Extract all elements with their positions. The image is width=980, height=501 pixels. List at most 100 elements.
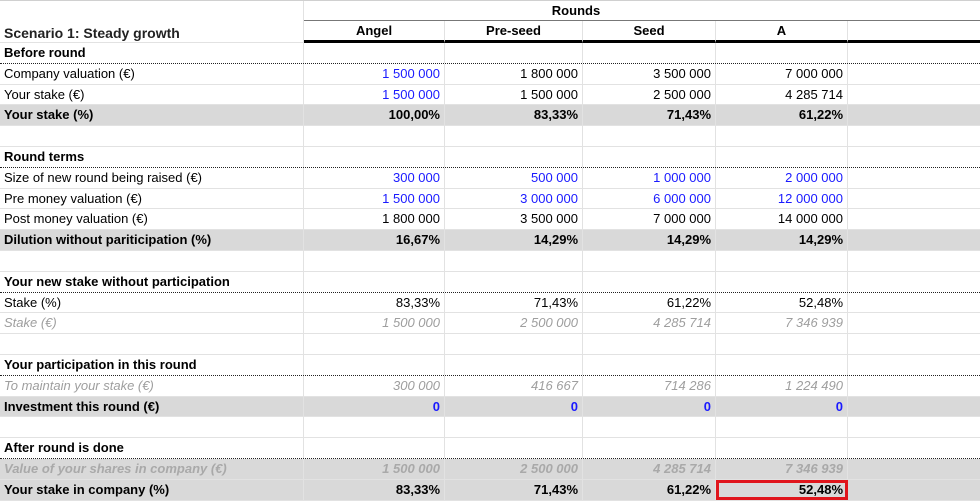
- scenario-title[interactable]: Scenario 1: Steady growth: [0, 21, 304, 43]
- cell-a[interactable]: 7 346 939: [716, 313, 848, 334]
- cell-empty[interactable]: [848, 64, 980, 84]
- cell-seed[interactable]: 1 000 000: [583, 167, 716, 188]
- cell-empty[interactable]: [445, 438, 583, 458]
- row-label[interactable]: Company valuation (€): [0, 63, 304, 84]
- cell-empty[interactable]: [0, 417, 304, 438]
- cell-pre-seed[interactable]: 0: [445, 396, 583, 417]
- cell-empty[interactable]: [304, 126, 445, 146]
- cell-angel[interactable]: 1 500 000: [304, 313, 445, 334]
- cell-seed[interactable]: 2 500 000: [583, 84, 716, 105]
- cell-empty[interactable]: [304, 354, 445, 375]
- row-label[interactable]: Stake (%): [0, 292, 304, 313]
- cell-empty[interactable]: [716, 43, 848, 63]
- cell-empty[interactable]: [0, 334, 304, 354]
- cell-a[interactable]: 14 000 000: [716, 209, 848, 230]
- row-label[interactable]: Your stake in company (%): [0, 479, 304, 500]
- cell-empty[interactable]: [848, 43, 980, 63]
- cell-empty[interactable]: [848, 105, 980, 125]
- cell-empty[interactable]: [304, 250, 445, 271]
- row-label[interactable]: Size of new round being raised (€): [0, 167, 304, 188]
- cell-empty[interactable]: [583, 43, 716, 63]
- cell-angel[interactable]: 300 000: [304, 167, 445, 188]
- row-label[interactable]: Your stake (€): [0, 84, 304, 105]
- cell-seed[interactable]: 714 286: [583, 375, 716, 396]
- cell-angel[interactable]: 300 000: [304, 375, 445, 396]
- cell-empty[interactable]: [848, 126, 980, 146]
- section-label[interactable]: Before round: [0, 43, 304, 63]
- cell-pre-seed[interactable]: 14,29%: [445, 230, 583, 250]
- cell-empty[interactable]: [848, 334, 980, 354]
- cell-empty[interactable]: [848, 438, 980, 458]
- cell-empty[interactable]: [583, 354, 716, 375]
- cell-empty[interactable]: [848, 313, 980, 333]
- cell-empty[interactable]: [848, 417, 980, 437]
- cell-empty[interactable]: [848, 1, 980, 21]
- cell-empty[interactable]: [848, 459, 980, 479]
- row-label[interactable]: Your stake (%): [0, 105, 304, 126]
- cell-empty[interactable]: [848, 480, 980, 500]
- cell-a[interactable]: 14,29%: [716, 230, 848, 250]
- cell-empty[interactable]: [716, 126, 848, 146]
- cell-empty[interactable]: [304, 334, 445, 354]
- cell-empty[interactable]: [445, 250, 583, 271]
- row-label[interactable]: Value of your shares in company (€): [0, 458, 304, 479]
- column-header-pre-seed[interactable]: Pre-seed: [445, 21, 583, 43]
- cell-empty[interactable]: [583, 417, 716, 438]
- cell-a[interactable]: 2 000 000: [716, 167, 848, 188]
- cell-empty[interactable]: [304, 417, 445, 438]
- cell-empty[interactable]: [716, 250, 848, 271]
- cell-empty[interactable]: [583, 126, 716, 146]
- cell-angel[interactable]: 0: [304, 396, 445, 417]
- cell-pre-seed[interactable]: 3 500 000: [445, 209, 583, 230]
- cell-empty[interactable]: [848, 189, 980, 209]
- cell-a[interactable]: 12 000 000: [716, 188, 848, 209]
- cell-seed[interactable]: 0: [583, 396, 716, 417]
- cell-empty[interactable]: [848, 251, 980, 271]
- cell-empty[interactable]: [848, 147, 980, 167]
- cell-a[interactable]: 1 224 490: [716, 375, 848, 396]
- section-label[interactable]: After round is done: [0, 438, 304, 458]
- column-header-seed[interactable]: Seed: [583, 21, 716, 43]
- column-header-angel[interactable]: Angel: [304, 21, 445, 43]
- cell-pre-seed[interactable]: 71,43%: [445, 479, 583, 500]
- cell-seed[interactable]: 61,22%: [583, 479, 716, 500]
- cell-pre-seed[interactable]: 1 500 000: [445, 84, 583, 105]
- cell-empty[interactable]: [716, 271, 848, 292]
- cell-angel[interactable]: 83,33%: [304, 292, 445, 313]
- row-label[interactable]: Dilution without pariticipation (%): [0, 230, 304, 250]
- rounds-group-header[interactable]: Rounds: [304, 1, 848, 21]
- cell-empty[interactable]: [716, 354, 848, 375]
- cell-empty[interactable]: [848, 397, 980, 417]
- cell-empty[interactable]: [848, 85, 980, 105]
- cell-empty[interactable]: [583, 271, 716, 292]
- cell-a[interactable]: 52,48%: [716, 292, 848, 313]
- cell-pre-seed[interactable]: 2 500 000: [445, 313, 583, 334]
- cell-pre-seed[interactable]: 1 800 000: [445, 63, 583, 84]
- cell-seed[interactable]: 6 000 000: [583, 188, 716, 209]
- section-label[interactable]: Your participation in this round: [0, 354, 304, 375]
- cell-empty[interactable]: [445, 354, 583, 375]
- cell-empty[interactable]: [848, 168, 980, 188]
- cell-a[interactable]: 4 285 714: [716, 84, 848, 105]
- cell-empty[interactable]: [716, 417, 848, 438]
- cell-empty[interactable]: [445, 43, 583, 63]
- cell-empty[interactable]: [716, 438, 848, 458]
- cell-angel[interactable]: 1 500 000: [304, 63, 445, 84]
- row-label[interactable]: To maintain your stake (€): [0, 375, 304, 396]
- cell-empty[interactable]: [445, 334, 583, 354]
- cell-seed[interactable]: 61,22%: [583, 292, 716, 313]
- cell-empty[interactable]: [304, 271, 445, 292]
- cell-empty[interactable]: [848, 293, 980, 313]
- cell-pre-seed[interactable]: 3 000 000: [445, 188, 583, 209]
- cell-empty[interactable]: [583, 146, 716, 167]
- cell-seed[interactable]: 14,29%: [583, 230, 716, 250]
- cell-a[interactable]: 61,22%: [716, 105, 848, 126]
- cell-angel[interactable]: 100,00%: [304, 105, 445, 126]
- cell-a[interactable]: 7 000 000: [716, 63, 848, 84]
- section-label[interactable]: Round terms: [0, 146, 304, 167]
- cell-empty[interactable]: [445, 146, 583, 167]
- cell-angel[interactable]: 1 500 000: [304, 458, 445, 479]
- column-header-a[interactable]: A: [716, 21, 848, 43]
- cell-empty[interactable]: [583, 250, 716, 271]
- cell-empty[interactable]: [848, 355, 980, 375]
